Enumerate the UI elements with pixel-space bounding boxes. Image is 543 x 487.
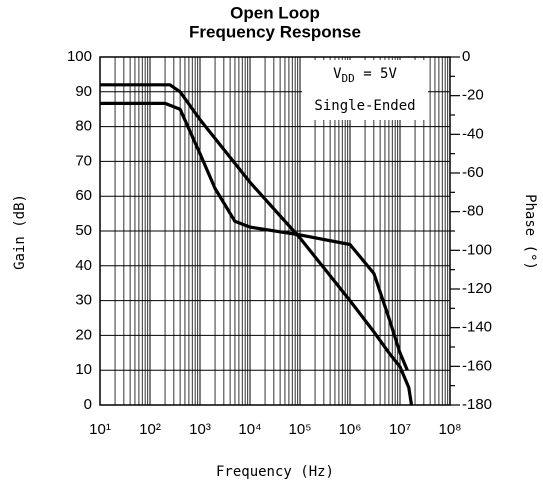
y-tick-label: 100 — [67, 48, 92, 65]
y-tick-label: 60 — [75, 187, 92, 204]
y-tick-label: 40 — [75, 257, 92, 274]
y-tick-label: 90 — [75, 83, 92, 100]
annotation-sub: DD — [342, 72, 355, 85]
annotation-text: V — [333, 66, 342, 82]
y-tick-label: 50 — [75, 222, 92, 239]
x-tick-label: 10¹ — [89, 421, 111, 438]
x-tick-label: 10⁶ — [339, 421, 362, 438]
y2-tick-label: -180 — [462, 396, 492, 413]
annotation-box — [302, 60, 428, 120]
y2-tick-label: -20 — [462, 87, 484, 104]
y2-tick-label: -100 — [462, 241, 492, 258]
annotation: Single-Ended — [314, 98, 415, 114]
y2-tick-label: -140 — [462, 319, 492, 336]
y2-tick-label: 0 — [462, 48, 470, 65]
y2-axis-label: Phase (°) — [522, 194, 538, 270]
y-tick-label: 10 — [75, 361, 92, 378]
y-axis-label: Gain (dB) — [12, 194, 28, 270]
plot-frame — [99, 56, 451, 406]
y2-tick-label: -40 — [462, 125, 484, 142]
x-tick-label: 10⁷ — [389, 421, 411, 438]
x-axis-label: Frequency (Hz) — [216, 464, 334, 480]
y2-tick-label: -120 — [462, 280, 492, 297]
y2-tick-label: -60 — [462, 164, 484, 181]
data-line — [100, 101, 409, 371]
y-tick-label: 80 — [75, 118, 92, 135]
data-line — [100, 83, 414, 406]
x-tick-label: 10⁴ — [238, 421, 261, 438]
x-tick-label: 10⁸ — [438, 421, 461, 438]
y-tick-label: 70 — [75, 152, 92, 169]
y2-tick-label: -160 — [462, 357, 492, 374]
y-tick-label: 0 — [84, 396, 92, 413]
x-tick-label: 10⁵ — [289, 421, 312, 438]
y2-tick-label: -80 — [462, 203, 484, 220]
annotation: VDD = 5V — [333, 66, 397, 85]
y-tick-label: 20 — [75, 326, 92, 343]
x-tick-label: 10² — [139, 421, 161, 438]
y-tick-label: 30 — [75, 292, 92, 309]
chart-title: Frequency Response — [189, 22, 361, 41]
annotation-text: = 5V — [355, 66, 398, 82]
x-tick-label: 10³ — [189, 421, 211, 438]
chart-title: Open Loop — [230, 3, 320, 22]
